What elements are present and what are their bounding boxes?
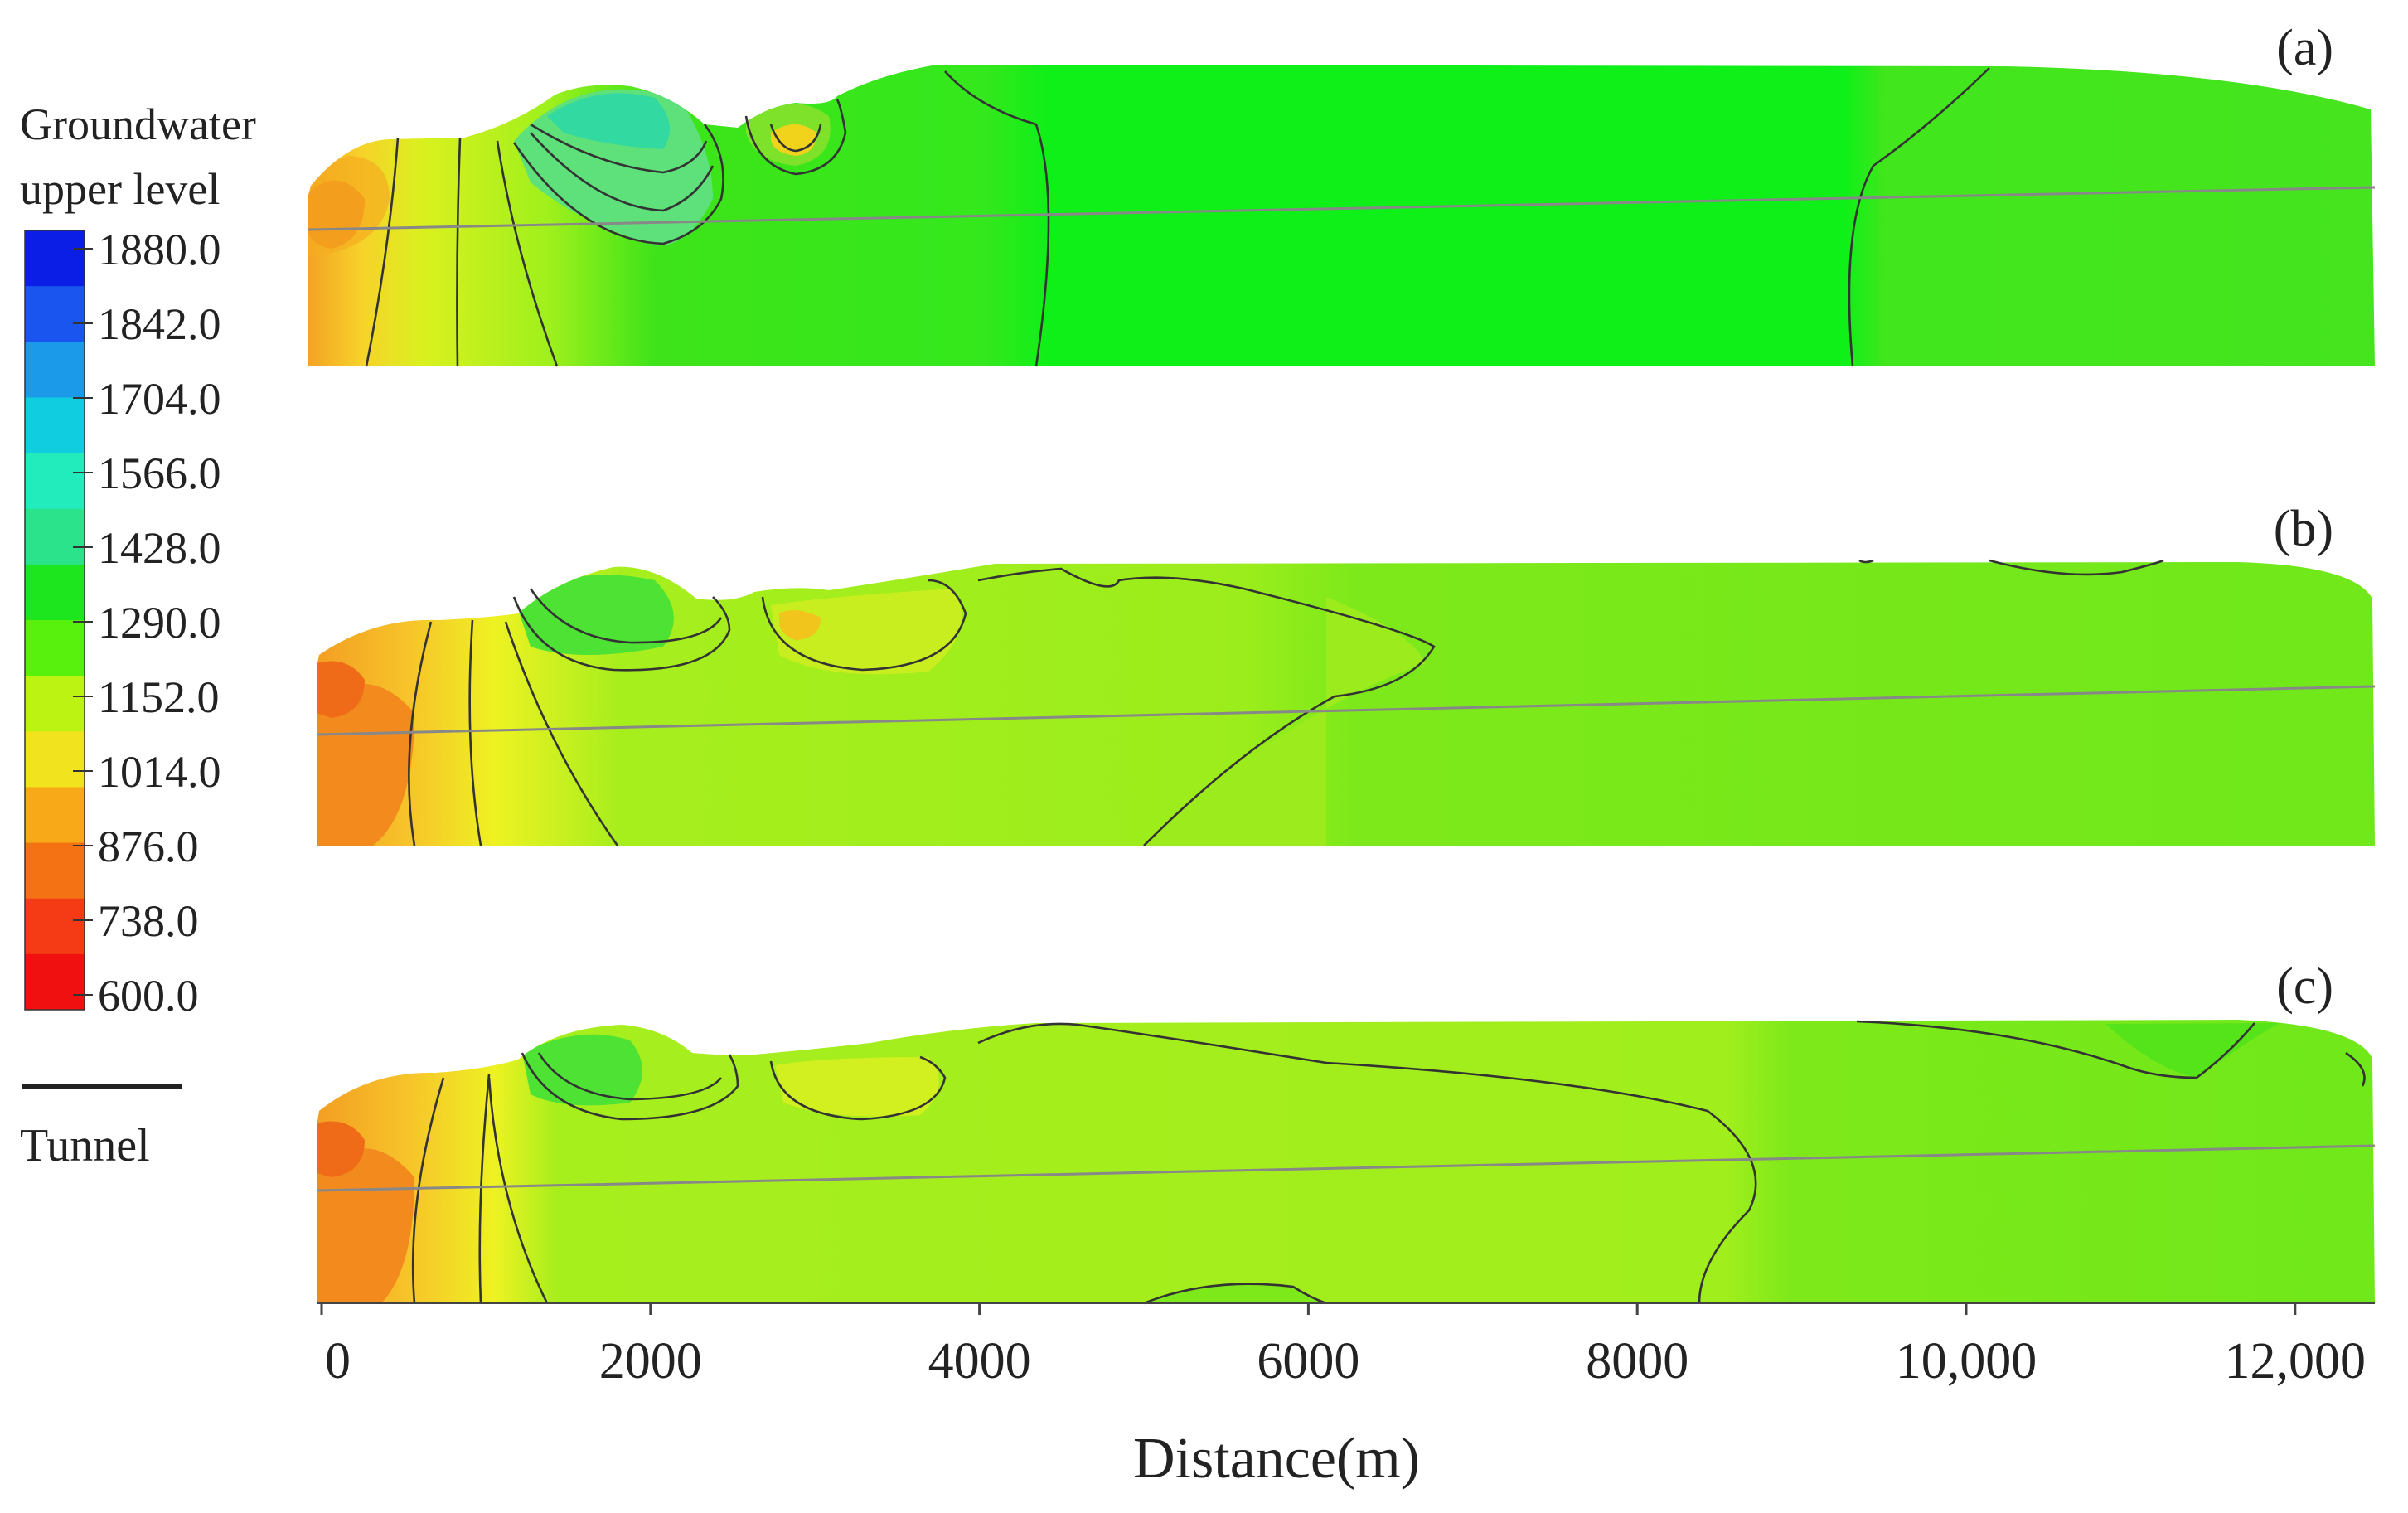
legend-level-label: 1842.0	[98, 299, 221, 349]
legend-level-label: 1290.0	[98, 598, 221, 647]
panel-c: (c)	[316, 958, 2376, 1305]
x-tick-label: 4000	[928, 1333, 1031, 1389]
legend: Groundwater upper level 1880.0 1842.0 1704…	[20, 99, 256, 1171]
legend-level-label: 600.0	[98, 971, 199, 1021]
legend-level-label: 876.0	[98, 822, 199, 871]
panel-a: (a)	[308, 20, 2376, 367]
tunnel-legend-label: Tunnel	[20, 1120, 150, 1171]
panel-c-label: (c)	[2276, 958, 2333, 1015]
legend-title-line1: Groundwater	[20, 99, 256, 149]
x-tick-label: 6000	[1257, 1333, 1359, 1389]
legend-level-label: 738.0	[98, 896, 199, 946]
legend-level-label: 1704.0	[98, 374, 221, 424]
legend-color-swatch	[25, 731, 85, 788]
panel-b: (b)	[316, 501, 2376, 846]
legend-level-label: 1428.0	[98, 523, 221, 573]
x-axis-title: Distance(m)	[1133, 1427, 1420, 1491]
legend-color-swatch	[25, 953, 85, 1011]
legend-color-swatch	[25, 508, 85, 565]
x-tick-label: 8000	[1586, 1333, 1689, 1389]
legend-colorbar: 1880.0 1842.0 1704.0 1566.0 1428.0 1290.0 1152…	[24, 225, 221, 1021]
legend-color-swatch	[25, 453, 85, 510]
legend-level-label: 1152.0	[98, 672, 220, 722]
legend-color-swatch	[25, 787, 85, 844]
legend-level-label: 1014.0	[98, 747, 221, 797]
legend-level-label: 1880.0	[98, 225, 221, 274]
legend-color-swatch	[25, 342, 85, 398]
legend-colorbar-frame	[24, 230, 85, 1011]
legend-title-line2: upper level	[20, 164, 220, 214]
x-tick-label: 0	[325, 1333, 351, 1389]
legend-color-swatch	[25, 842, 85, 900]
x-tick-label: 12,000	[2225, 1333, 2367, 1389]
legend-level-label: 1566.0	[98, 449, 221, 498]
legend-color-swatch	[25, 676, 85, 732]
legend-color-swatch	[25, 397, 85, 454]
legend-color-swatch	[25, 620, 85, 676]
panel-a-label: (a)	[2276, 20, 2333, 76]
x-tick-label: 10,000	[1896, 1333, 2037, 1389]
panel-b-label: (b)	[2274, 501, 2333, 557]
x-tick-label: 2000	[599, 1333, 702, 1389]
x-axis: Distance(m) 0 2000 4000 6000 8000 10,000 12,00…	[317, 1302, 2375, 1491]
legend-color-swatch	[25, 286, 85, 342]
legend-color-swatch	[25, 898, 85, 955]
legend-color-swatch	[25, 564, 85, 621]
legend-color-swatch	[25, 230, 85, 287]
